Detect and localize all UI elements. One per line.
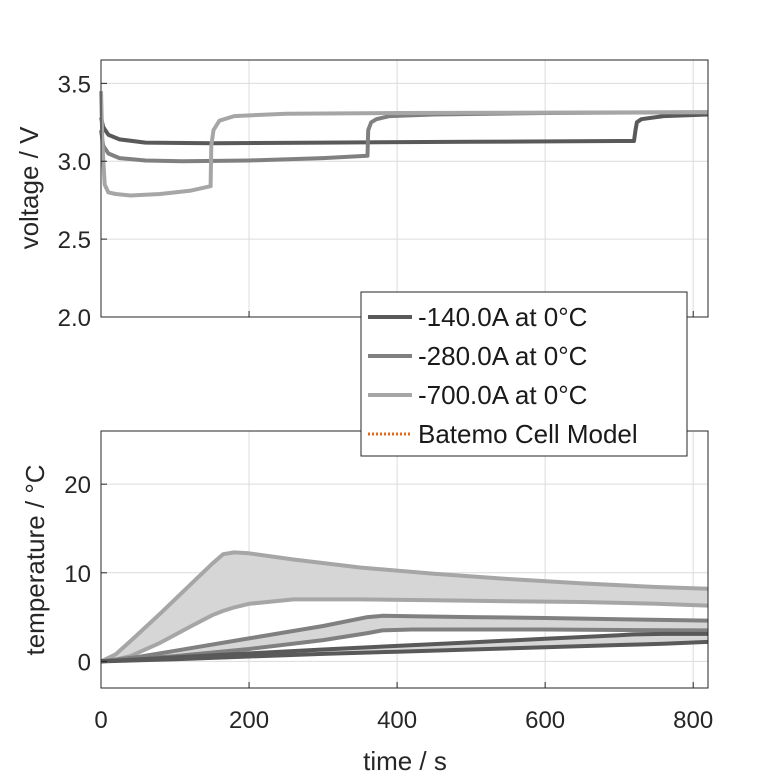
voltage-line-700-0a-at-0-c (99, 91, 709, 198)
temperature-axis-label: temperature / °C (20, 464, 50, 655)
voltage-y-ticks: 2.0 2.5 3.0 3.5 (58, 71, 694, 332)
voltage-ytick-label: 3.0 (58, 149, 91, 176)
voltage-line-280-0a-at-0-c (99, 110, 709, 164)
temperature-line-lower-140-0a-at-0-c (100, 639, 709, 664)
legend-label-280-0a-at-0-c: -280.0A at 0°C (418, 341, 587, 371)
temperature-line-upper-280-0a-at-0-c (100, 613, 709, 664)
temperature-ytick-label: 0 (78, 649, 91, 676)
temperature-ytick-label: 20 (64, 472, 91, 499)
legend-label-700-0a-at-0-c: -700.0A at 0°C (418, 380, 587, 410)
temperature-line-upper-700-0a-at-0-c (100, 550, 709, 664)
voltage-ytick-label: 2.0 (58, 305, 91, 332)
legend-label-140-0a-at-0-c: -140.0A at 0°C (418, 302, 587, 332)
voltage-series-group (99, 91, 709, 198)
time-axis-label: time / s (363, 746, 447, 776)
temperature-band-700-0a-at-0-c (101, 552, 708, 662)
legend-box (360, 291, 688, 457)
temperature-band-280-0a-at-0-c (101, 615, 708, 662)
voltage-panel: 2.0 2.5 3.0 3.5 voltage / V (14, 59, 709, 332)
legend: -140.0A at 0°C -280.0A at 0°C -700.0A at 0… (360, 291, 688, 457)
voltage-line-140-0a-at-0-c (99, 112, 709, 146)
time-xtick-label: 800 (673, 707, 713, 734)
voltage-axis-label: voltage / V (14, 126, 44, 250)
legend-label-batemo-cell-model: Batemo Cell Model (418, 419, 638, 449)
temperature-series-group (100, 550, 709, 664)
voltage-ytick-label: 2.5 (58, 227, 91, 254)
time-xtick-label: 400 (377, 707, 417, 734)
temperature-ytick-label: 10 (64, 561, 91, 588)
time-xtick-label: 0 (94, 707, 107, 734)
temperature-line-lower-700-0a-at-0-c (100, 597, 709, 664)
voltage-ytick-label: 3.5 (58, 71, 91, 98)
temperature-line-upper-140-0a-at-0-c (100, 631, 708, 664)
time-xtick-label: 600 (525, 707, 565, 734)
time-xtick-label: 200 (229, 707, 269, 734)
